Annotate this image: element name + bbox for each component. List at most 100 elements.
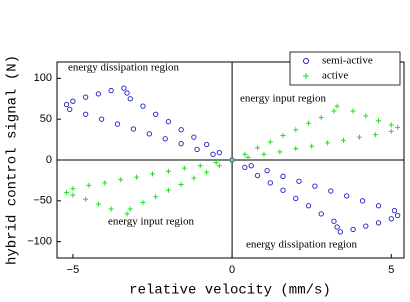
y-axis-label: hybrid control signal (N) (5, 55, 21, 265)
data-point (293, 195, 299, 202)
data-point (242, 164, 248, 171)
data-point (140, 103, 146, 109)
data-point (280, 173, 286, 179)
data-point (98, 116, 105, 122)
data-point (305, 203, 312, 209)
data-point (359, 198, 366, 204)
data-point (153, 111, 159, 117)
data-point (162, 136, 168, 142)
data-point (165, 168, 171, 174)
data-point (293, 127, 299, 133)
legend-marker (303, 58, 309, 64)
data-point (83, 94, 89, 100)
data-point (255, 145, 261, 151)
data-point (363, 113, 369, 119)
data-point (127, 96, 133, 102)
data-point (318, 211, 324, 217)
data-point (216, 163, 222, 169)
data-point (67, 106, 73, 113)
legend-marker (303, 73, 309, 79)
legend-label: active (322, 70, 348, 82)
data-point (245, 155, 251, 161)
data-point (134, 174, 140, 180)
data-point (328, 188, 334, 194)
data-point (181, 165, 187, 171)
data-point (127, 206, 133, 212)
data-point (70, 186, 76, 192)
data-point (375, 203, 382, 209)
data-point (191, 134, 197, 140)
data-point (372, 132, 378, 138)
data-point (83, 111, 89, 117)
data-point (264, 167, 270, 174)
data-point (70, 98, 76, 104)
data-point (350, 226, 356, 233)
data-point (305, 120, 311, 126)
data-point (130, 126, 137, 132)
data-point (350, 108, 356, 114)
data-point (150, 171, 156, 177)
y-tick-label: −50 (33, 195, 52, 207)
data-point (63, 101, 70, 108)
data-point (375, 220, 382, 226)
data-point (325, 140, 331, 146)
data-point (394, 212, 401, 219)
data-point (376, 118, 382, 124)
y-tick-label: 100 (34, 72, 52, 84)
data-point (337, 229, 343, 235)
data-point (344, 193, 350, 199)
legend-label: semi-active (322, 55, 373, 67)
data-point (277, 149, 283, 155)
data-point (153, 194, 159, 200)
data-point (261, 151, 267, 157)
data-point (388, 216, 394, 222)
data-point (213, 159, 219, 165)
data-point (108, 206, 114, 212)
data-point (334, 103, 340, 109)
data-point (178, 127, 184, 133)
data-point (254, 172, 261, 179)
data-point (124, 90, 130, 96)
data-point (124, 211, 130, 217)
x-axis-label: relative velocity (mm/s) (129, 283, 331, 299)
data-point (95, 91, 102, 97)
data-point (318, 115, 324, 121)
data-point (388, 128, 394, 134)
data-point (356, 134, 362, 140)
data-point (267, 139, 273, 145)
data-point (334, 224, 340, 230)
data-point (102, 180, 108, 186)
x-tick-label: 5 (388, 264, 394, 276)
data-point (391, 207, 398, 214)
data-point (204, 169, 210, 175)
data-point (309, 143, 315, 149)
data-point (203, 141, 210, 148)
data-point (331, 218, 337, 224)
data-point (194, 146, 200, 153)
data-point (86, 182, 92, 188)
data-point (388, 122, 394, 128)
data-point (280, 187, 286, 193)
data-point (210, 151, 216, 157)
data-point (363, 223, 369, 229)
data-point (70, 192, 76, 198)
x-tick-label: −5 (67, 264, 80, 276)
data-point (64, 190, 70, 196)
data-point (108, 87, 114, 94)
annotation: energy input region (108, 216, 194, 228)
y-tick-label: −100 (27, 236, 52, 248)
annotation: energy dissipation region (68, 62, 179, 74)
data-point (95, 201, 101, 207)
data-point (191, 175, 197, 181)
data-point (395, 124, 401, 130)
data-point (165, 187, 171, 193)
x-tick-label: 0 (229, 264, 235, 276)
y-tick-label: 0 (46, 154, 52, 166)
data-point (146, 131, 152, 137)
data-point (140, 199, 146, 205)
y-tick-label: 50 (40, 113, 52, 125)
data-point (267, 180, 273, 186)
data-point (296, 178, 302, 184)
data-point (312, 183, 318, 189)
